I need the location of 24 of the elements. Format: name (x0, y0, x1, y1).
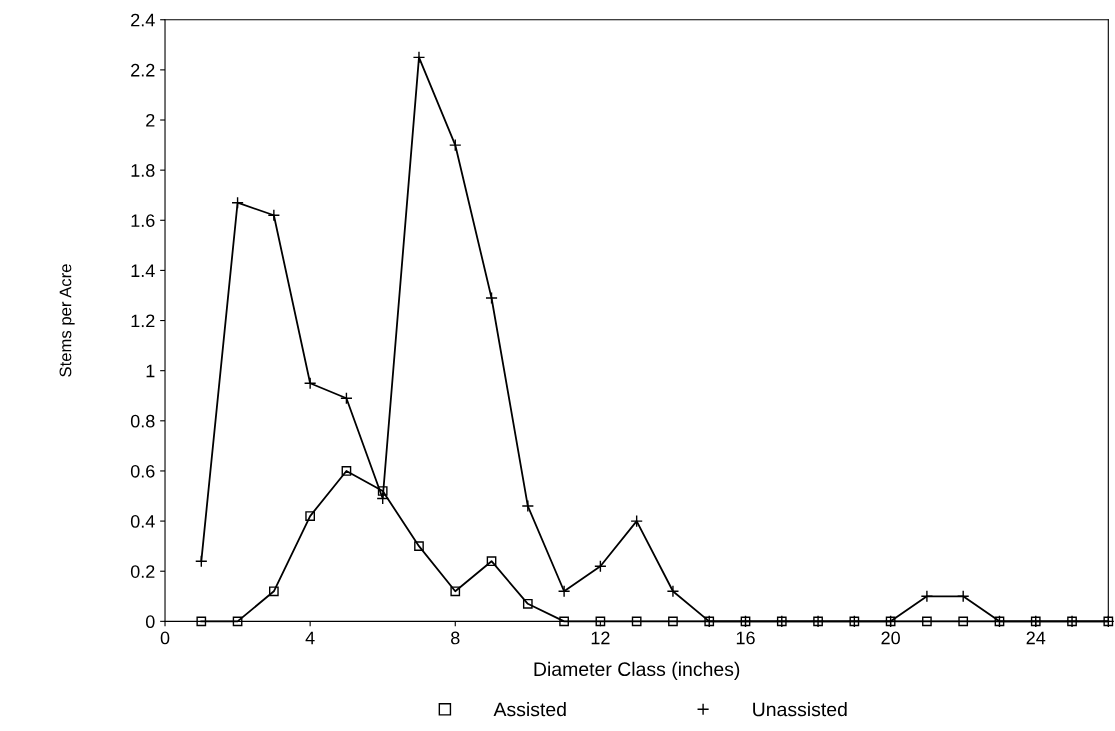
y-tick-label: 0.8 (130, 414, 155, 428)
y-tick-label: 2.2 (131, 63, 155, 77)
y-tick-label: 1.6 (131, 214, 155, 227)
y-tick-label: 0 (145, 615, 155, 629)
legend-label: Assisted (493, 702, 566, 717)
y-tick-label: 1.4 (131, 264, 155, 277)
x-axis-title: Diameter Class (inches) (534, 661, 740, 680)
y-tick-label: 1 (146, 364, 155, 378)
y-tick-label: 0.2 (130, 565, 155, 578)
x-tick-label: 0 (160, 631, 170, 645)
x-tick-label: 20 (881, 631, 900, 645)
y-tick-label: 0.6 (130, 464, 155, 478)
x-tick-label: 16 (736, 631, 755, 645)
y-tick-label: 1.2 (131, 314, 155, 328)
x-tick-label: 24 (1026, 631, 1046, 645)
x-tick-label: 4 (305, 631, 315, 645)
x-tick-label: 8 (451, 631, 460, 645)
x-tick-label: 12 (591, 631, 610, 645)
y-tick-label: 2 (146, 113, 155, 127)
y-tick-label: 2.4 (131, 13, 155, 27)
y-axis-title: Stems per Acre (59, 264, 75, 377)
legend-label: Unassisted (753, 702, 847, 717)
y-tick-label: 1.8 (131, 164, 155, 177)
y-tick-label: 0.4 (130, 515, 155, 528)
